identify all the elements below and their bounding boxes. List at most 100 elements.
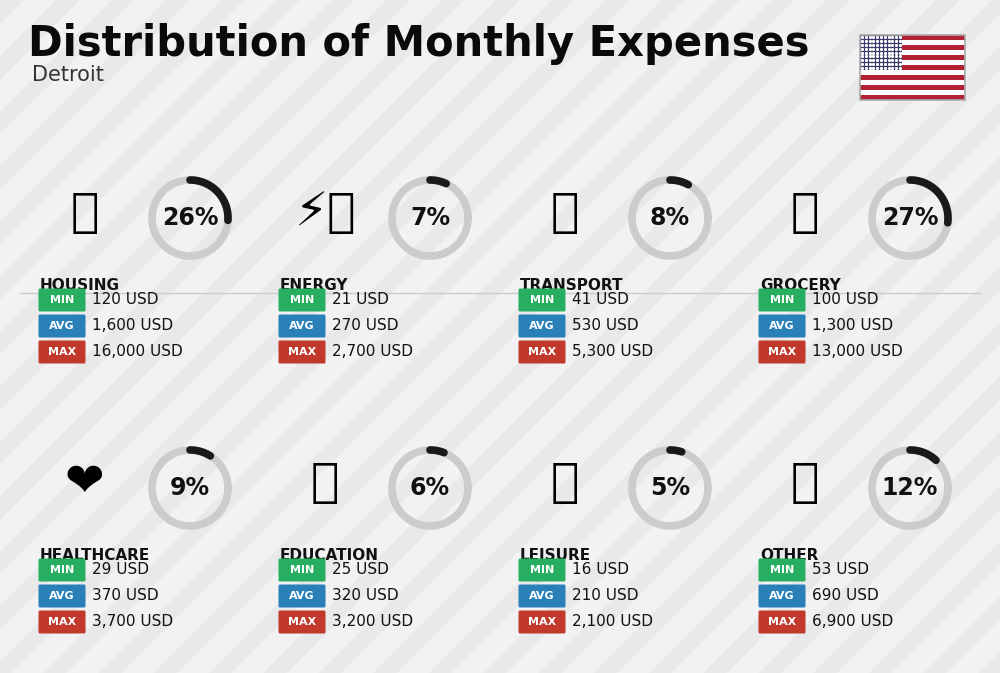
Text: MIN: MIN: [50, 295, 74, 305]
Text: MAX: MAX: [288, 617, 316, 627]
Text: 690 USD: 690 USD: [812, 588, 879, 604]
Text: MAX: MAX: [768, 347, 796, 357]
Text: AVG: AVG: [769, 321, 795, 331]
Text: AVG: AVG: [529, 321, 555, 331]
Text: AVG: AVG: [49, 321, 75, 331]
Text: 🚌: 🚌: [551, 190, 579, 236]
Text: MIN: MIN: [530, 565, 554, 575]
Text: AVG: AVG: [769, 591, 795, 601]
Text: MIN: MIN: [530, 295, 554, 305]
Text: 7%: 7%: [410, 206, 450, 230]
Text: 8%: 8%: [650, 206, 690, 230]
Text: AVG: AVG: [49, 591, 75, 601]
Text: 27%: 27%: [882, 206, 938, 230]
Text: MAX: MAX: [528, 347, 556, 357]
FancyBboxPatch shape: [278, 610, 326, 633]
Text: 2,100 USD: 2,100 USD: [572, 614, 653, 629]
Text: 6,900 USD: 6,900 USD: [812, 614, 893, 629]
Text: 16,000 USD: 16,000 USD: [92, 345, 183, 359]
FancyBboxPatch shape: [518, 314, 566, 337]
FancyBboxPatch shape: [518, 289, 566, 312]
Text: 5%: 5%: [650, 476, 690, 500]
FancyBboxPatch shape: [860, 80, 965, 85]
FancyBboxPatch shape: [38, 289, 86, 312]
Text: 270 USD: 270 USD: [332, 318, 398, 334]
Text: 1,600 USD: 1,600 USD: [92, 318, 173, 334]
FancyBboxPatch shape: [759, 289, 806, 312]
Text: 13,000 USD: 13,000 USD: [812, 345, 903, 359]
Text: 🛒: 🛒: [791, 190, 819, 236]
Text: 120 USD: 120 USD: [92, 293, 158, 308]
Text: 💰: 💰: [791, 460, 819, 505]
FancyBboxPatch shape: [278, 314, 326, 337]
Text: 3,700 USD: 3,700 USD: [92, 614, 173, 629]
FancyBboxPatch shape: [860, 60, 965, 65]
Text: MAX: MAX: [768, 617, 796, 627]
Text: Distribution of Monthly Expenses: Distribution of Monthly Expenses: [28, 23, 810, 65]
Text: 100 USD: 100 USD: [812, 293, 879, 308]
FancyBboxPatch shape: [759, 610, 806, 633]
Text: MAX: MAX: [48, 617, 76, 627]
FancyBboxPatch shape: [860, 95, 965, 100]
Text: MIN: MIN: [770, 565, 794, 575]
Text: 🏢: 🏢: [71, 190, 99, 236]
FancyBboxPatch shape: [278, 341, 326, 363]
Text: Detroit: Detroit: [32, 65, 104, 85]
Text: 5,300 USD: 5,300 USD: [572, 345, 653, 359]
Text: EDUCATION: EDUCATION: [280, 548, 379, 563]
Text: ENERGY: ENERGY: [280, 278, 349, 293]
Text: HOUSING: HOUSING: [40, 278, 120, 293]
Text: 🛍️: 🛍️: [551, 460, 579, 505]
Text: MIN: MIN: [770, 295, 794, 305]
FancyBboxPatch shape: [38, 341, 86, 363]
Text: MAX: MAX: [528, 617, 556, 627]
Text: ❤️: ❤️: [65, 460, 105, 505]
FancyBboxPatch shape: [518, 341, 566, 363]
FancyBboxPatch shape: [38, 559, 86, 581]
FancyBboxPatch shape: [860, 35, 965, 40]
Text: 9%: 9%: [170, 476, 210, 500]
Text: 320 USD: 320 USD: [332, 588, 399, 604]
Text: HEALTHCARE: HEALTHCARE: [40, 548, 150, 563]
Text: 21 USD: 21 USD: [332, 293, 389, 308]
Text: OTHER: OTHER: [760, 548, 818, 563]
Text: TRANSPORT: TRANSPORT: [520, 278, 624, 293]
Text: AVG: AVG: [289, 321, 315, 331]
FancyBboxPatch shape: [860, 90, 965, 95]
FancyBboxPatch shape: [518, 584, 566, 608]
Text: 🎓: 🎓: [311, 460, 339, 505]
FancyBboxPatch shape: [860, 75, 965, 80]
Text: MIN: MIN: [50, 565, 74, 575]
FancyBboxPatch shape: [518, 559, 566, 581]
Text: MIN: MIN: [290, 295, 314, 305]
FancyBboxPatch shape: [860, 35, 902, 70]
FancyBboxPatch shape: [860, 50, 965, 55]
FancyBboxPatch shape: [38, 584, 86, 608]
Text: 1,300 USD: 1,300 USD: [812, 318, 893, 334]
Text: 530 USD: 530 USD: [572, 318, 639, 334]
Text: GROCERY: GROCERY: [760, 278, 841, 293]
FancyBboxPatch shape: [860, 40, 965, 45]
FancyBboxPatch shape: [759, 341, 806, 363]
FancyBboxPatch shape: [860, 55, 965, 60]
Text: 6%: 6%: [410, 476, 450, 500]
FancyBboxPatch shape: [38, 610, 86, 633]
Text: 3,200 USD: 3,200 USD: [332, 614, 413, 629]
Text: 210 USD: 210 USD: [572, 588, 639, 604]
FancyBboxPatch shape: [860, 85, 965, 90]
Text: 16 USD: 16 USD: [572, 563, 629, 577]
Text: AVG: AVG: [289, 591, 315, 601]
FancyBboxPatch shape: [518, 610, 566, 633]
FancyBboxPatch shape: [759, 314, 806, 337]
Text: 29 USD: 29 USD: [92, 563, 149, 577]
FancyBboxPatch shape: [860, 70, 965, 75]
Text: 370 USD: 370 USD: [92, 588, 159, 604]
FancyBboxPatch shape: [759, 559, 806, 581]
Text: ⚡🏠: ⚡🏠: [294, 190, 356, 236]
Text: 53 USD: 53 USD: [812, 563, 869, 577]
Text: LEISURE: LEISURE: [520, 548, 591, 563]
Text: MIN: MIN: [290, 565, 314, 575]
FancyBboxPatch shape: [278, 559, 326, 581]
FancyBboxPatch shape: [759, 584, 806, 608]
FancyBboxPatch shape: [860, 65, 965, 70]
